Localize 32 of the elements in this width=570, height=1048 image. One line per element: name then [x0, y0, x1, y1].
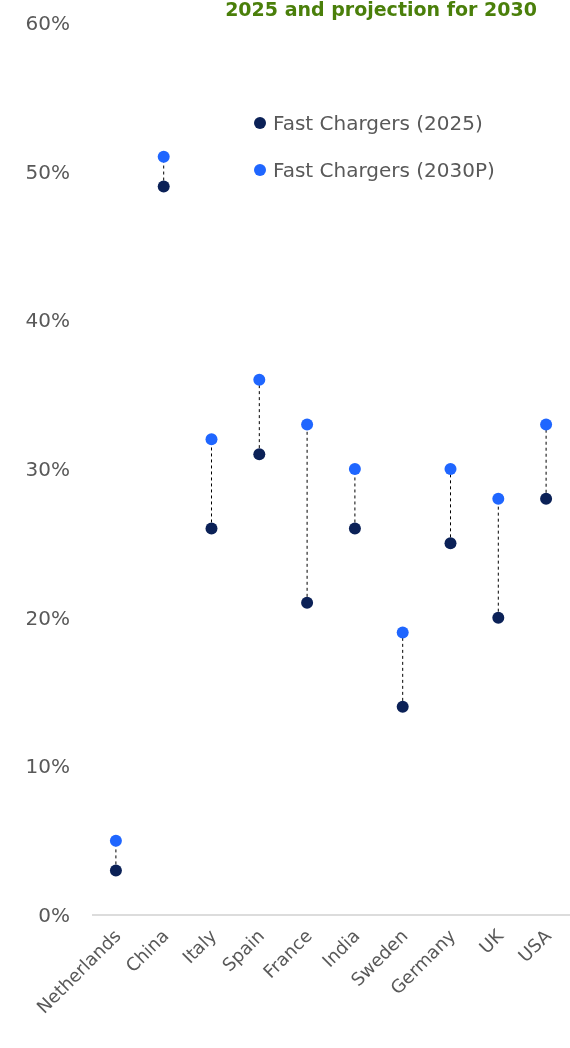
- y-tick-label: 10%: [25, 754, 70, 779]
- point: [444, 463, 457, 475]
- legend-label: Fast Chargers (2025): [273, 111, 483, 135]
- y-tick-label: 60%: [25, 11, 70, 35]
- y-tick-label: 20%: [25, 605, 70, 630]
- point: [109, 834, 122, 847]
- point: [253, 448, 266, 461]
- point: [348, 522, 361, 535]
- point: [396, 700, 409, 713]
- point: [301, 418, 314, 431]
- chart-title: 2025 and projection for 2030: [225, 0, 537, 20]
- point: [444, 537, 457, 550]
- point: [109, 864, 122, 877]
- legend-label: Fast Chargers (2030P): [273, 158, 495, 182]
- x-tick-label: USA: [513, 924, 556, 967]
- point: [492, 492, 505, 505]
- point: [540, 418, 553, 431]
- point: [348, 463, 361, 475]
- point: [157, 150, 170, 163]
- point: [205, 433, 218, 446]
- y-tick-label: 40%: [25, 308, 70, 333]
- point: [253, 373, 266, 386]
- point: [540, 492, 553, 505]
- point: [492, 611, 505, 624]
- point: [205, 522, 218, 535]
- point: [157, 180, 170, 193]
- y-tick-label: 0%: [38, 903, 70, 927]
- y-tick-label: 50%: [25, 159, 70, 184]
- point: [396, 626, 409, 639]
- y-tick-label: 30%: [25, 457, 70, 481]
- point: [301, 596, 314, 609]
- x-tick-label: UK: [474, 924, 508, 958]
